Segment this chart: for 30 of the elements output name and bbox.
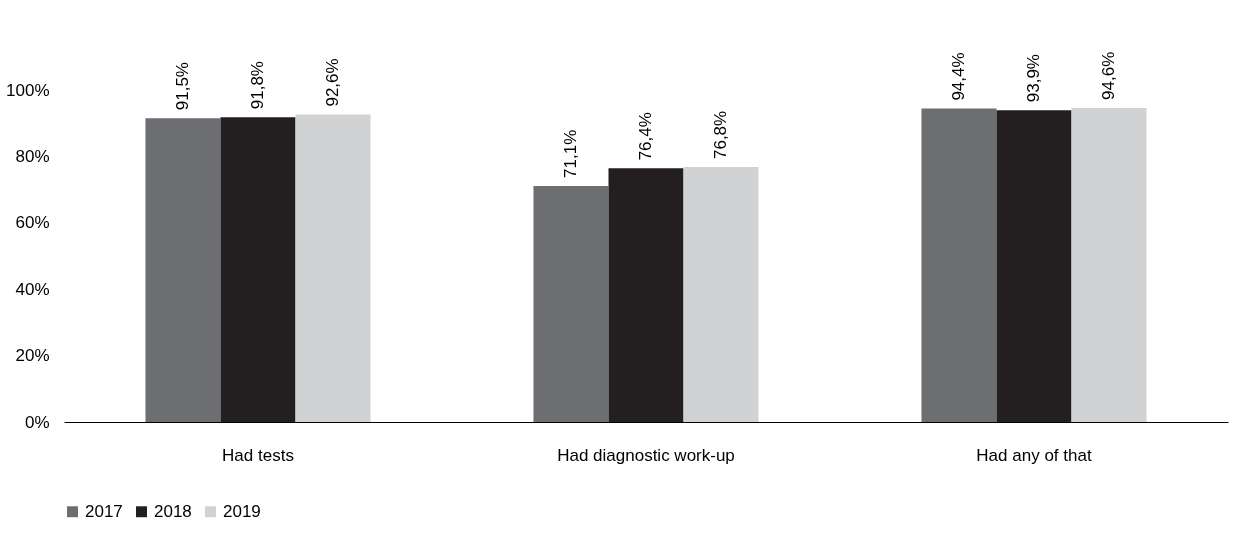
y-tick-label: 100%: [6, 80, 50, 100]
y-tick-label: 40%: [15, 279, 50, 299]
bar: [1071, 107, 1147, 422]
bar: [921, 108, 997, 422]
bar: [533, 185, 609, 422]
data-label: 91,5%: [172, 62, 192, 111]
legend-label: 2018: [154, 501, 192, 521]
x-tick-label: Had tests: [222, 445, 294, 465]
data-label: 76,8%: [711, 110, 731, 160]
data-label: 93,9%: [1024, 54, 1043, 103]
legend-label: 2019: [223, 501, 261, 521]
data-label: 94,4%: [948, 52, 968, 101]
data-label: 76,4%: [636, 112, 655, 161]
bar: [295, 114, 371, 422]
bar: [683, 167, 759, 422]
data-label: 71,1%: [560, 129, 580, 178]
data-label: 94,6%: [1099, 51, 1119, 100]
y-tick-label: 20%: [15, 346, 50, 366]
data-label: 91,8%: [248, 61, 267, 110]
x-tick-label: Had diagnostic work-up: [557, 445, 735, 465]
bar: [220, 117, 296, 422]
x-tick-label: Had any of that: [976, 445, 1092, 465]
y-tick-label: 0%: [24, 412, 50, 432]
y-tick-label: 60%: [15, 213, 50, 233]
bar: [145, 118, 221, 422]
bar: [608, 168, 684, 422]
legend-label: 2017: [85, 501, 123, 521]
data-label: 92,6%: [323, 58, 343, 107]
y-tick-label: 80%: [15, 146, 50, 166]
bar: [996, 110, 1072, 422]
